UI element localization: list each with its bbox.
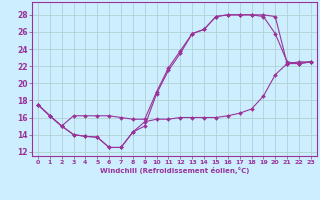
X-axis label: Windchill (Refroidissement éolien,°C): Windchill (Refroidissement éolien,°C)	[100, 167, 249, 174]
